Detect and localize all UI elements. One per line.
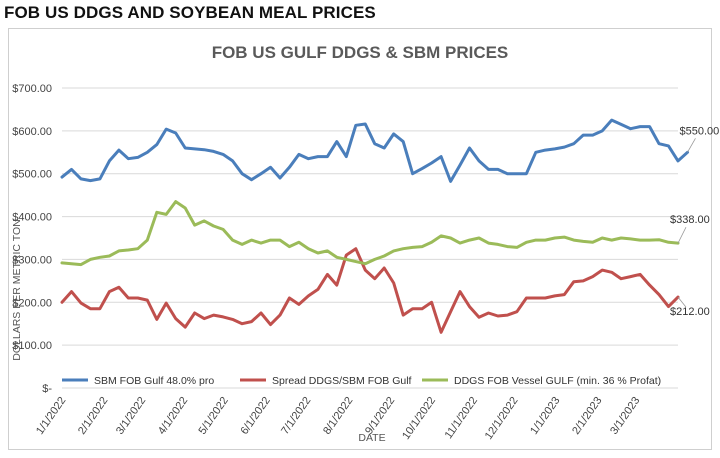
x-tick-label: 8/1/2022	[321, 395, 355, 437]
series-line-1	[60, 247, 680, 334]
y-tick-label: $700.00	[12, 83, 52, 95]
x-tick-label: 5/1/2022	[196, 395, 230, 437]
y-tick-label: $100.00	[12, 340, 52, 352]
end-value-annotations: $550.00 $338.00 $212.00	[670, 125, 719, 318]
legend-label-1: Spread DDGS/SBM FOB Gulf	[272, 375, 412, 387]
x-tick-label: 3/1/2023	[608, 395, 642, 437]
x-tick-label: 1/1/2023	[528, 395, 562, 437]
y-tick-label: $400.00	[12, 212, 52, 224]
y-tick-label: $200.00	[12, 297, 52, 309]
y-tick-label: $500.00	[12, 169, 52, 181]
y-axis-label: DOLLARS PER METRIC TON	[11, 219, 23, 360]
x-tick-labels: 1/1/2022 2/1/2022 3/1/2022 4/1/2022 5/1/2022…	[34, 395, 642, 442]
annotation-label: $550.00	[679, 125, 719, 137]
x-tick-label: 3/1/2022	[114, 395, 148, 437]
x-tick-label: 12/1/2022	[483, 395, 521, 442]
x-tick-label: 6/1/2022	[238, 395, 272, 437]
series-line-2	[60, 200, 680, 267]
x-tick-label: 11/1/2022	[443, 395, 480, 441]
x-tick-label: 2/1/2023	[570, 395, 604, 437]
annotation-leader	[677, 226, 687, 244]
x-tick-label: 4/1/2022	[156, 395, 190, 437]
legend-label-2: DDGS FOB Vessel GULF (min. 36 % Profat)	[454, 375, 661, 387]
y-tick-label: $300.00	[12, 254, 52, 266]
x-tick-label: 1/1/2022	[34, 395, 68, 437]
y-tick-labels: $- $100.00 $200.00 $300.00 $400.00 $500.00 $60…	[12, 83, 52, 395]
series-line-0	[60, 118, 689, 183]
y-tick-label: $-	[42, 383, 52, 395]
legend: SBM FOB Gulf 48.0% pro Spread DDGS/SBM FO…	[62, 375, 661, 387]
annotation-label: $212.00	[670, 306, 710, 318]
legend-label-0: SBM FOB Gulf 48.0% pro	[94, 375, 214, 387]
x-tick-label: 2/1/2022	[76, 395, 110, 437]
chart-frame	[8, 28, 712, 450]
annotation-leader	[687, 138, 696, 153]
annotation-leader	[677, 296, 687, 308]
chart-title: FOB US GULF DDGS & SBM PRICES	[212, 43, 509, 62]
y-tick-label: $600.00	[12, 126, 52, 138]
page-heading: FOB US DDGS AND SOYBEAN MEAL PRICES	[4, 3, 376, 22]
x-tick-label: 10/1/2022	[400, 395, 438, 442]
x-tick-label: 7/1/2022	[279, 395, 313, 437]
annotation-label: $338.00	[670, 214, 710, 226]
x-tick-label: 9/1/2022	[363, 395, 397, 437]
x-axis-label: DATE	[358, 432, 385, 444]
series-lines	[60, 118, 689, 334]
